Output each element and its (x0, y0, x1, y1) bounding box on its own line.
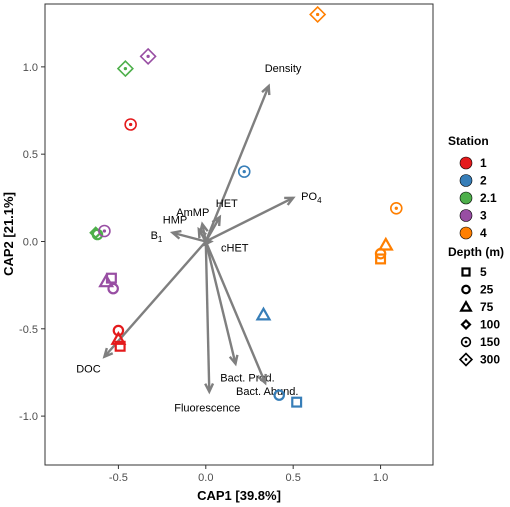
y-axis-title: CAP2 [21.1%] (1, 192, 16, 276)
y-tick-label: -0.5 (19, 324, 38, 336)
x-axis-title: CAP1 [39.8%] (197, 488, 281, 503)
data-point (124, 118, 137, 131)
legend-depth-symbol (458, 352, 474, 367)
legend-station-swatch (459, 174, 473, 187)
vector-label: cHET (221, 242, 249, 254)
legend-station-label: 3 (480, 209, 487, 223)
vector-label: Fluorescence (174, 403, 240, 415)
data-point (98, 224, 111, 238)
legend-station-label: 2.1 (480, 191, 497, 205)
vector-label: PO4 (301, 191, 322, 205)
vector-label: AmMP (176, 207, 209, 219)
data-point (98, 273, 115, 288)
legend-depth-symbol (459, 299, 473, 312)
legend-depth-symbol (460, 318, 472, 331)
data-point (116, 60, 134, 78)
data-point (139, 47, 157, 65)
y-tick-label: 1.0 (23, 62, 38, 74)
legend-depth-label: 150 (480, 335, 500, 349)
legend-depth-symbol (460, 336, 472, 348)
vector-arrowhead (257, 373, 267, 386)
vector-label: B1 (151, 230, 163, 244)
data-point (91, 228, 104, 241)
data-point (110, 331, 127, 345)
data-point (291, 396, 303, 408)
legend-station-label: 1 (480, 156, 487, 170)
data-point (309, 5, 327, 24)
x-tick-label: 0.5 (286, 472, 301, 484)
legend-station-label: 4 (480, 226, 487, 240)
y-tick-label: 0.5 (23, 149, 38, 161)
vector-arrowhead (211, 214, 222, 227)
legend-station-label: 2 (480, 174, 487, 188)
y-axis: -1.0 -0.5 0.0 0.5 1.0 (19, 62, 45, 423)
data-point (114, 340, 126, 352)
vector-arrow: PO4 (205, 191, 322, 243)
vector-arrow: Fluorescence (174, 241, 240, 415)
legend-depth-symbol (461, 267, 471, 277)
legend-depth-label: 300 (480, 353, 500, 367)
legend-station-swatch (459, 209, 473, 222)
legend-station-swatch (459, 156, 473, 170)
vector-arrowhead (197, 226, 207, 239)
vector-label: HMP (163, 214, 187, 226)
vector-line (204, 241, 237, 365)
vector-line (172, 231, 207, 243)
data-point (255, 306, 272, 321)
legend-depth-label: 25 (480, 283, 494, 297)
y-tick-label: 0.0 (23, 236, 38, 248)
vector-line (204, 241, 211, 392)
legend-station-swatch (459, 226, 473, 240)
legend-depth-title: Depth (m) (448, 245, 504, 259)
x-tick-label: -0.5 (109, 472, 128, 484)
vector-label: DOC (76, 364, 101, 376)
data-point (237, 165, 251, 178)
points-layer (89, 5, 403, 408)
vector-arrowhead (169, 229, 182, 240)
x-tick-label: 0.0 (198, 472, 213, 484)
vector-line (205, 196, 294, 243)
legend-depth-label: 75 (480, 300, 494, 314)
vector-line (204, 85, 270, 242)
data-point (273, 389, 285, 401)
legend-depth-symbol (461, 284, 471, 295)
data-point (377, 236, 394, 251)
x-axis: -0.5 0.0 0.5 1.0 (109, 465, 388, 484)
legend-station-swatch (459, 191, 473, 205)
vector-arrow: HET (204, 198, 238, 243)
vector-line (204, 241, 267, 384)
legend-depth-label: 100 (480, 318, 500, 332)
data-point (375, 253, 387, 265)
vector-label: Bact. Abund. (236, 386, 298, 398)
vector-arrowhead (284, 196, 296, 206)
vector-arrow: Density (204, 63, 302, 242)
vector-line (204, 216, 221, 243)
vector-arrowhead (228, 354, 239, 367)
x-tick-label: 1.0 (373, 472, 388, 484)
vector-label: HET (216, 198, 238, 210)
vector-arrowhead (261, 83, 271, 96)
y-tick-label: -1.0 (19, 411, 38, 423)
vector-label: Density (265, 63, 302, 75)
legend: Station 1 2 2.1 3 4 Depth (m) 5 25 75 100 150 300 (448, 134, 504, 367)
data-point (389, 202, 403, 215)
vector-arrowhead (204, 382, 215, 395)
legend-station-title: Station (448, 134, 489, 148)
vector-arrowhead (102, 347, 114, 359)
legend-depth-label: 5 (480, 265, 487, 279)
data-point (107, 282, 119, 295)
vector-arrow: B1 (151, 229, 207, 244)
